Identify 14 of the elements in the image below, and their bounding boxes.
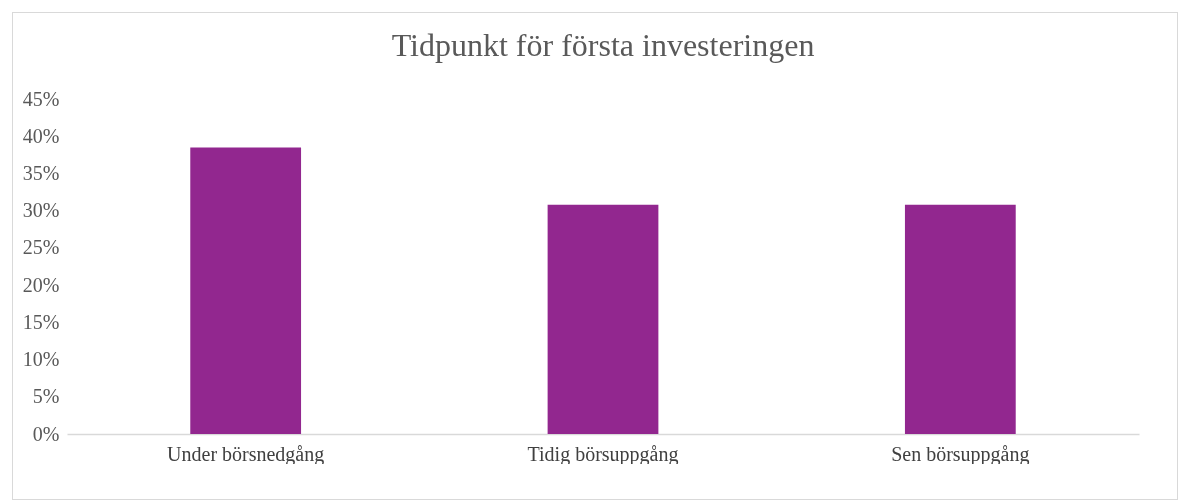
y-tick-label: 25% <box>22 236 60 259</box>
y-tick-label: 15% <box>22 310 60 333</box>
y-tick-label: 40% <box>22 124 60 147</box>
y-tick-label: 45% <box>22 87 60 110</box>
x-tick-label: Sen börsuppgång <box>891 442 1030 466</box>
y-tick-label: 30% <box>22 199 60 222</box>
y-tick-label: 0% <box>32 422 60 445</box>
y-tick-label: 10% <box>22 348 60 371</box>
y-tick-label: 35% <box>22 161 60 184</box>
chart-title: Tidpunkt för första investeringen <box>391 27 815 63</box>
y-tick-label: 5% <box>32 385 60 408</box>
x-tick-label: Tidig börsuppgång <box>527 442 679 466</box>
x-tick-label: Under börsnedgång <box>167 442 325 466</box>
y-tick-label: 20% <box>22 273 60 296</box>
